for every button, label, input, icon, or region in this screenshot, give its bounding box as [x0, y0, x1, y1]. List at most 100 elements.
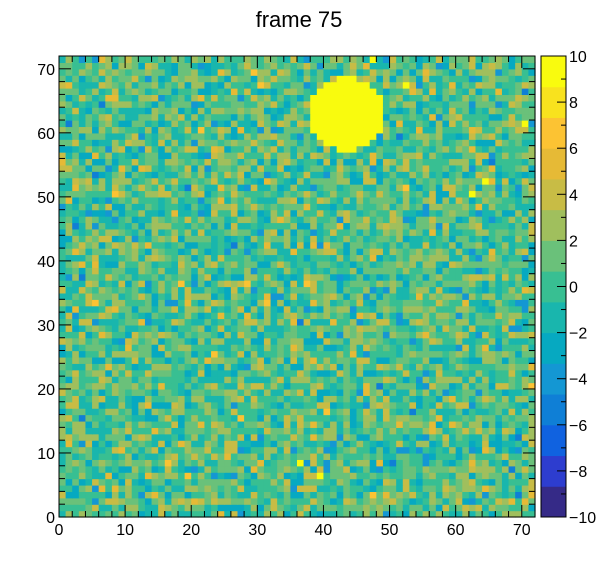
- heatmap-cell: [151, 88, 159, 96]
- heatmap-cell: [217, 299, 225, 307]
- heatmap-cell: [277, 88, 285, 96]
- heatmap-cell: [263, 318, 272, 326]
- heatmap-cell: [515, 344, 523, 352]
- heatmap-cell: [151, 376, 159, 384]
- heatmap-cell: [416, 344, 424, 352]
- heatmap-cell: [396, 222, 404, 230]
- heatmap-cell: [237, 337, 245, 345]
- heatmap-cell: [197, 491, 206, 499]
- heatmap-cell: [468, 273, 477, 281]
- heatmap-cell: [211, 190, 219, 198]
- heatmap-cell: [257, 504, 265, 512]
- heatmap-cell: [250, 235, 258, 243]
- heatmap-cell: [204, 484, 212, 492]
- heatmap-cell: [455, 171, 463, 179]
- heatmap-cell: [409, 465, 417, 473]
- heatmap-cell: [310, 100, 318, 108]
- heatmap-cell: [178, 318, 186, 326]
- heatmap-cell: [343, 427, 351, 435]
- heatmap-cell: [416, 433, 424, 441]
- heatmap-cell: [244, 395, 252, 403]
- heatmap-cell: [283, 196, 291, 204]
- heatmap-cell: [501, 177, 510, 185]
- heatmap-cell: [462, 350, 470, 358]
- heatmap-cell: [72, 408, 80, 416]
- heatmap-cell: [85, 369, 93, 377]
- heatmap-cell: [118, 388, 126, 396]
- heatmap-cell: [323, 75, 331, 83]
- heatmap-cell: [363, 184, 371, 192]
- heatmap-cell: [303, 369, 311, 377]
- heatmap-cell: [468, 382, 477, 390]
- heatmap-cell: [508, 126, 516, 134]
- heatmap-cell: [449, 369, 457, 377]
- heatmap-cell: [105, 318, 113, 326]
- heatmap-cell: [224, 337, 232, 345]
- heatmap-cell: [316, 324, 325, 332]
- heatmap-cell: [171, 126, 179, 134]
- heatmap-cell: [356, 216, 364, 224]
- heatmap-cell: [85, 241, 93, 249]
- heatmap-cell: [191, 152, 199, 160]
- heatmap-cell: [178, 209, 186, 217]
- heatmap-cell: [237, 504, 245, 512]
- heatmap-cell: [515, 132, 523, 140]
- heatmap-cell: [191, 132, 199, 140]
- heatmap-cell: [191, 158, 199, 166]
- heatmap-cell: [310, 414, 318, 422]
- heatmap-cell: [475, 235, 483, 243]
- heatmap-cell: [515, 184, 523, 192]
- heatmap-cell: [356, 324, 364, 332]
- heatmap-cell: [488, 331, 496, 339]
- heatmap-cell: [402, 356, 410, 364]
- heatmap-cell: [92, 446, 100, 454]
- heatmap-cell: [297, 344, 305, 352]
- heatmap-cell: [85, 228, 93, 236]
- heatmap-cell: [263, 459, 272, 467]
- heatmap-cell: [468, 113, 477, 121]
- heatmap-cell: [191, 145, 199, 153]
- heatmap-cell: [283, 75, 291, 83]
- heatmap-cell: [349, 132, 358, 140]
- heatmap-cell: [468, 401, 477, 409]
- heatmap-cell: [455, 408, 463, 416]
- heatmap-cell: [376, 164, 384, 172]
- heatmap-cell: [184, 177, 192, 185]
- heatmap-cell: [217, 510, 225, 518]
- heatmap-cell: [98, 478, 106, 486]
- heatmap-cell: [105, 184, 113, 192]
- heatmap-cell: [250, 280, 258, 288]
- heatmap-cell: [442, 465, 450, 473]
- heatmap-cell: [184, 203, 192, 211]
- heatmap-cell: [85, 254, 93, 262]
- heatmap-cell: [184, 478, 192, 486]
- heatmap-cell: [455, 222, 463, 230]
- heatmap-cell: [429, 312, 437, 320]
- heatmap-cell: [270, 120, 278, 128]
- heatmap-cell: [310, 248, 318, 256]
- heatmap-cell: [244, 120, 252, 128]
- heatmap-cell: [482, 427, 490, 435]
- heatmap-cell: [330, 126, 338, 134]
- heatmap-cell: [217, 164, 225, 172]
- heatmap-cell: [501, 145, 510, 153]
- heatmap-cell: [138, 420, 146, 428]
- heatmap-cell: [111, 363, 120, 371]
- heatmap-cell: [197, 427, 206, 435]
- heatmap-cell: [211, 68, 219, 76]
- heatmap-cell: [343, 408, 351, 416]
- heatmap-cell: [501, 350, 510, 358]
- heatmap-cell: [92, 260, 100, 268]
- heatmap-cell: [72, 452, 80, 460]
- heatmap-cell: [462, 228, 470, 236]
- heatmap-cell: [482, 452, 490, 460]
- heatmap-cell: [171, 216, 179, 224]
- heatmap-cell: [528, 196, 536, 204]
- heatmap-cell: [521, 299, 529, 307]
- heatmap-cell: [356, 363, 364, 371]
- heatmap-cell: [449, 196, 457, 204]
- heatmap-cell: [92, 216, 100, 224]
- heatmap-cell: [105, 363, 113, 371]
- heatmap-cell: [449, 491, 457, 499]
- heatmap-cell: [65, 235, 73, 243]
